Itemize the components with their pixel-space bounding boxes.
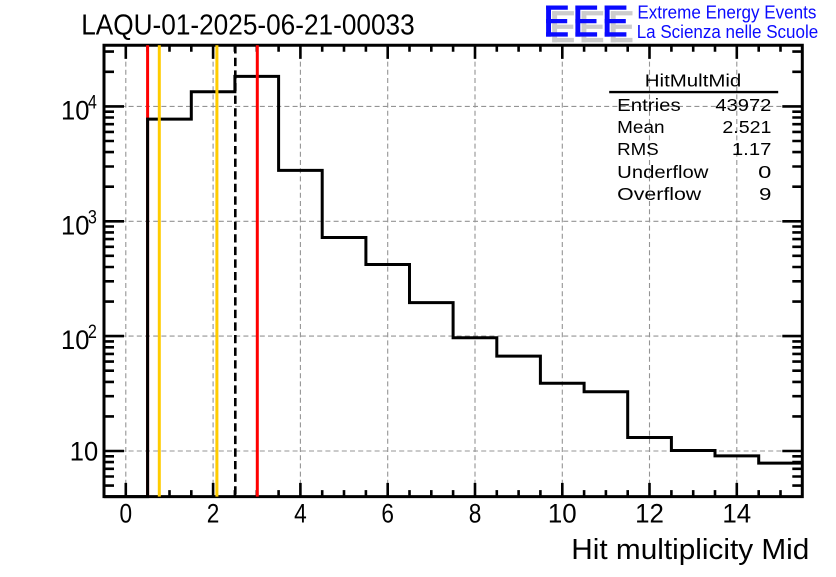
svg-text:HitMultMid: HitMultMid <box>645 71 742 91</box>
svg-text:Underflow: Underflow <box>617 162 709 182</box>
svg-text:2.521: 2.521 <box>722 117 771 137</box>
svg-text:43972: 43972 <box>715 95 771 115</box>
svg-text:Hit multiplicity Mid: Hit multiplicity Mid <box>571 534 809 566</box>
svg-text:4: 4 <box>88 92 97 113</box>
svg-text:8: 8 <box>469 498 482 528</box>
svg-text:2: 2 <box>207 498 220 528</box>
svg-text:3: 3 <box>88 207 97 228</box>
svg-text:0: 0 <box>758 162 771 182</box>
svg-text:2: 2 <box>88 322 97 343</box>
svg-text:9: 9 <box>759 184 771 204</box>
svg-text:RMS: RMS <box>617 139 659 159</box>
svg-text:12: 12 <box>635 498 664 528</box>
svg-text:14: 14 <box>722 498 751 528</box>
svg-text:10: 10 <box>61 325 89 355</box>
svg-text:Entries: Entries <box>617 95 681 115</box>
svg-text:6: 6 <box>381 498 394 528</box>
svg-text:4: 4 <box>294 498 307 528</box>
svg-text:LAQU-01-2025-06-21-00033: LAQU-01-2025-06-21-00033 <box>81 9 415 41</box>
svg-text:Extreme Energy Events: Extreme Energy Events <box>637 3 816 23</box>
svg-text:Mean: Mean <box>617 117 664 137</box>
svg-text:0: 0 <box>119 498 132 528</box>
svg-text:10: 10 <box>61 95 89 125</box>
svg-text:1.17: 1.17 <box>732 139 772 159</box>
svg-text:La Scienza nelle Scuole: La Scienza nelle Scuole <box>637 22 819 42</box>
svg-text:10: 10 <box>548 498 577 528</box>
svg-text:10: 10 <box>70 436 98 466</box>
svg-text:10: 10 <box>61 210 89 240</box>
svg-text:Overflow: Overflow <box>617 184 702 204</box>
